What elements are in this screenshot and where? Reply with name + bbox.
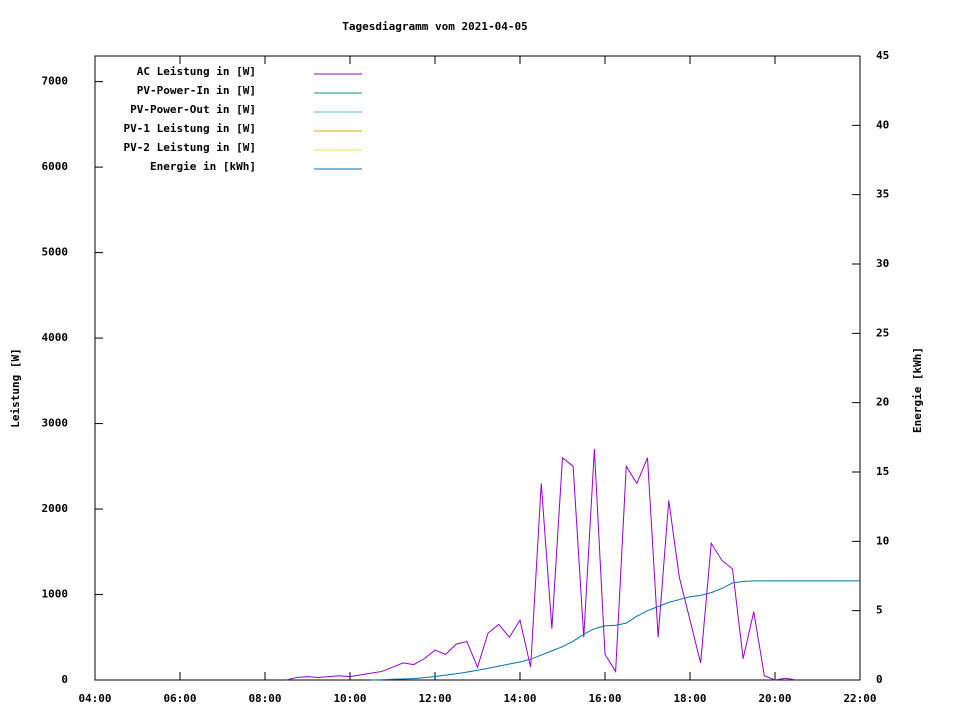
x-tick-label: 16:00 [588, 692, 621, 705]
plot-frame [94, 55, 861, 681]
series-line [371, 580, 860, 681]
y-tick-label: 2000 [42, 502, 69, 515]
legend-label: Energie in [kWh] [150, 160, 256, 173]
y2-axis-label: Energie [kWh] [911, 347, 924, 433]
legend-label: PV-2 Leistung in [W] [124, 141, 256, 154]
x-tick-label: 20:00 [758, 692, 791, 705]
legend-label: AC Leistung in [W] [137, 65, 256, 78]
x-tick-label: 10:00 [333, 692, 366, 705]
series-line [286, 449, 797, 681]
x-tick-label: 04:00 [78, 692, 111, 705]
chart-title: Tagesdiagramm vom 2021-04-05 [342, 20, 527, 33]
y2-tick-label: 25 [876, 326, 889, 339]
legend-label: PV-Power-In in [W] [137, 84, 256, 97]
x-tick-label: 06:00 [163, 692, 196, 705]
y2-tick-label: 45 [876, 49, 889, 62]
y2-tick-label: 40 [876, 118, 889, 131]
y2-tick-label: 20 [876, 396, 889, 409]
y-tick-label: 5000 [42, 246, 69, 259]
y-tick-label: 1000 [42, 588, 69, 601]
y2-tick-label: 5 [876, 604, 883, 617]
x-tick-label: 12:00 [418, 692, 451, 705]
y2-tick-label: 10 [876, 534, 889, 547]
y-tick-label: 7000 [42, 75, 69, 88]
y-tick-label: 3000 [42, 417, 69, 430]
y2-tick-label: 15 [876, 465, 889, 478]
legend-label: PV-Power-Out in [W] [130, 103, 256, 116]
legend-label: PV-1 Leistung in [W] [124, 122, 256, 135]
y2-tick-label: 30 [876, 257, 889, 270]
y-tick-label: 0 [61, 673, 68, 686]
y-tick-label: 4000 [42, 331, 69, 344]
x-tick-label: 14:00 [503, 692, 536, 705]
y2-tick-label: 0 [876, 673, 883, 686]
x-tick-label: 08:00 [248, 692, 281, 705]
x-tick-label: 22:00 [843, 692, 876, 705]
y-tick-label: 6000 [42, 160, 69, 173]
x-tick-label: 18:00 [673, 692, 706, 705]
y-axis-label: Leistung [W] [9, 348, 22, 427]
y2-tick-label: 35 [876, 188, 889, 201]
